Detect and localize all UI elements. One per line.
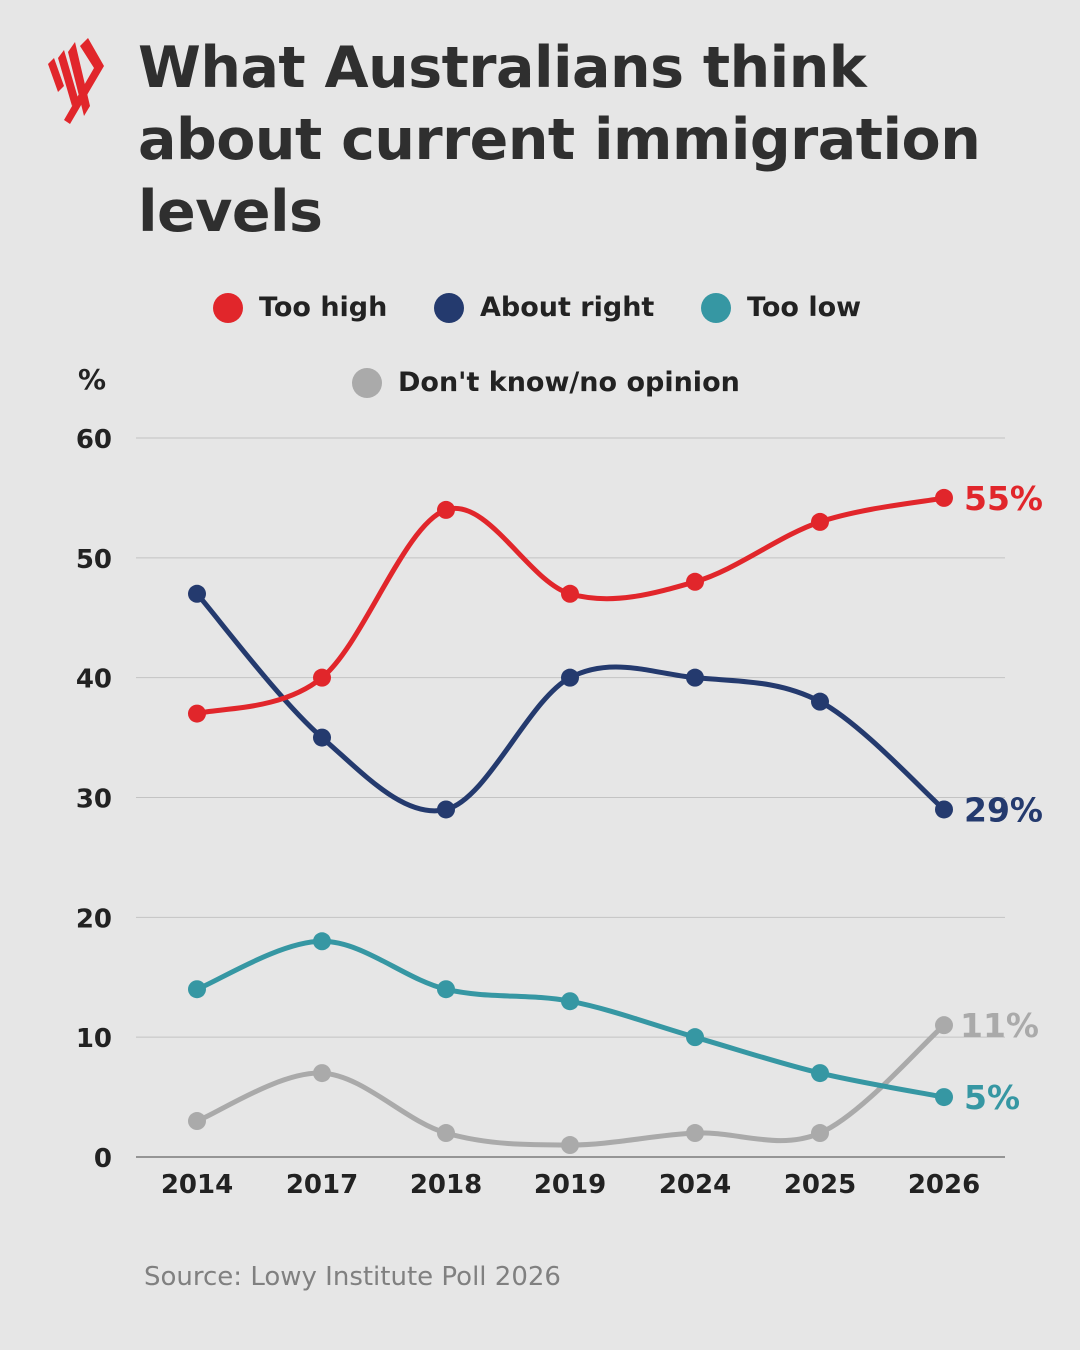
data-point xyxy=(188,980,206,999)
data-point xyxy=(437,500,455,519)
chart-title: What Australians think about current imm… xyxy=(138,32,1038,248)
data-point xyxy=(935,488,953,507)
legend-item-too-high: Too high xyxy=(213,292,387,323)
y-tick-label: 40 xyxy=(76,665,112,695)
data-point xyxy=(811,692,829,711)
data-point xyxy=(188,704,206,723)
legend-dot-icon xyxy=(434,292,464,323)
data-point xyxy=(811,512,829,531)
series-line xyxy=(194,1022,947,1148)
title-line-1: What Australians think xyxy=(138,35,867,101)
end-value-label: 55% xyxy=(964,479,1043,518)
series-line xyxy=(194,591,947,814)
y-tick-label: 10 xyxy=(76,1024,112,1054)
source-note: Source: Lowy Institute Poll 2026 xyxy=(144,1262,561,1292)
data-point xyxy=(313,728,331,747)
data-point xyxy=(437,1124,455,1143)
data-point xyxy=(188,584,206,603)
title-line-3: levels xyxy=(138,179,323,245)
y-tick-label: 30 xyxy=(76,785,112,815)
data-point xyxy=(561,584,579,603)
legend-dot-icon xyxy=(701,292,731,323)
data-point xyxy=(686,572,704,591)
end-value-label: 11% xyxy=(960,1006,1039,1045)
y-tick-label: 20 xyxy=(76,904,112,934)
data-point xyxy=(935,1016,953,1035)
y-tick-label: 0 xyxy=(94,1144,112,1174)
end-value-label: 29% xyxy=(964,790,1043,829)
legend-label: Don't know/no opinion xyxy=(398,367,740,398)
x-tick-label: 2014 xyxy=(161,1170,233,1200)
y-tick-label: 50 xyxy=(76,545,112,575)
x-tick-label: 2018 xyxy=(410,1170,482,1200)
y-tick-label: 60 xyxy=(76,425,112,455)
y-axis-label: % xyxy=(78,363,106,396)
data-point xyxy=(686,1124,704,1143)
x-tick-label: 2017 xyxy=(286,1170,358,1200)
data-point xyxy=(313,1064,331,1083)
data-point xyxy=(686,1028,704,1047)
x-tick-label: 2025 xyxy=(784,1170,856,1200)
sbs-logo-icon xyxy=(48,38,104,124)
legend-label: Too high xyxy=(259,292,388,323)
data-point xyxy=(188,1112,206,1131)
legend-item-too-low: Too low xyxy=(701,292,861,323)
data-point xyxy=(935,800,953,819)
data-point xyxy=(437,980,455,999)
data-point xyxy=(935,1088,953,1107)
data-point xyxy=(561,668,579,687)
data-point xyxy=(561,1136,579,1155)
data-point xyxy=(313,668,331,687)
legend-item-about-right: About right xyxy=(434,292,654,323)
legend-label: About right xyxy=(480,292,655,323)
legend-item-dont-know: Don't know/no opinion xyxy=(352,367,740,398)
legend-dot-icon xyxy=(352,367,382,398)
x-tick-label: 2024 xyxy=(659,1170,731,1200)
data-point xyxy=(313,932,331,951)
x-tick-label: 2026 xyxy=(908,1170,980,1200)
legend-label: Too low xyxy=(747,292,862,323)
data-point xyxy=(561,992,579,1011)
data-point xyxy=(437,800,455,819)
end-value-label: 5% xyxy=(964,1078,1020,1117)
legend-dot-icon xyxy=(213,292,243,323)
x-tick-label: 2019 xyxy=(534,1170,606,1200)
title-line-2: about current immigration xyxy=(138,107,981,173)
data-point xyxy=(686,668,704,687)
data-point xyxy=(811,1124,829,1143)
data-point xyxy=(811,1064,829,1083)
